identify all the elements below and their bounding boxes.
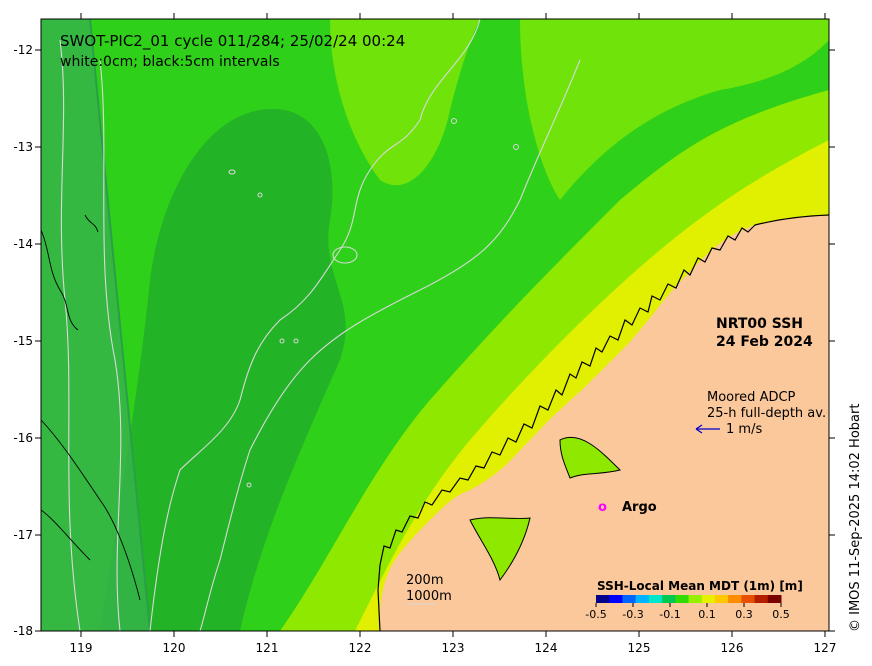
colorbar-tick-label: 0.1 <box>698 608 716 621</box>
velocity-arrow-icon <box>695 424 720 434</box>
coastline <box>377 214 829 631</box>
colorbar-swatch <box>688 595 703 603</box>
y-tick-label: -13 <box>13 140 33 154</box>
adcp-label: Moored ADCP <box>707 390 796 405</box>
isobath-200m-label: 200m <box>406 573 443 588</box>
colorbar-swatch <box>741 595 756 603</box>
colorbar-tick-label: 0.3 <box>735 608 753 621</box>
colorbar-swatch <box>635 595 650 603</box>
map-plot-area <box>41 19 829 631</box>
x-tick-label: 121 <box>256 641 279 655</box>
colorbar-swatch <box>675 595 689 603</box>
x-tick-label: 123 <box>442 641 465 655</box>
x-tick-label: 125 <box>628 641 651 655</box>
colorbar-ticks <box>595 603 782 607</box>
x-tick-label: 127 <box>814 641 837 655</box>
x-tick-label: 122 <box>349 641 372 655</box>
argo-marker-icon: o <box>598 500 607 515</box>
gulf-inlet <box>469 517 531 582</box>
colorbar-swatch <box>596 595 610 603</box>
colorbar-swatch <box>648 595 663 603</box>
x-axis-ticks <box>80 13 826 637</box>
y-tick-label: -17 <box>13 528 33 542</box>
swot-swath-edge <box>89 19 151 631</box>
ssh-band-lightgreen-north <box>330 19 480 186</box>
ssh-band-darkgreen <box>100 108 346 631</box>
x-tick-label: 119 <box>70 641 93 655</box>
map-subtitle: white:0cm; black:5cm intervals <box>60 54 280 70</box>
contours-0cm <box>59 19 581 631</box>
bay-inlet-north <box>559 436 621 479</box>
colorbar-tick-label: -0.5 <box>585 608 606 621</box>
colorbar-swatch <box>767 595 782 603</box>
y-axis-ticks <box>35 49 835 632</box>
y-tick-label: -14 <box>13 237 33 251</box>
colorbar <box>596 595 782 603</box>
ssh-date-label: 24 Feb 2024 <box>716 334 813 350</box>
x-tick-label: 126 <box>721 641 744 655</box>
ssh-product-label: NRT00 SSH <box>716 316 803 332</box>
velocity-scale-label: 1 m/s <box>726 422 762 437</box>
colorbar-swatch <box>728 595 742 603</box>
y-tick-label: -15 <box>13 334 33 348</box>
swot-swath-strip <box>41 19 150 631</box>
station-markers <box>246 118 519 488</box>
argo-label: Argo <box>622 500 657 515</box>
x-tick-label: 120 <box>163 641 186 655</box>
y-tick-label: -12 <box>13 43 33 57</box>
colorbar-tick-label: -0.3 <box>622 608 643 621</box>
adcp-average-label: 25-h full-depth av. <box>707 406 826 421</box>
y-tick-label: -18 <box>13 624 33 638</box>
isobath-1000m-label: 1000m <box>406 589 452 604</box>
map-title: SWOT-PIC2_01 cycle 011/284; 25/02/24 00:… <box>60 32 405 51</box>
colorbar-swatch <box>701 595 716 603</box>
contours-5cm <box>41 214 141 601</box>
colorbar-swatch <box>662 595 676 603</box>
colorbar-swatch <box>609 595 623 603</box>
colorbar-swatch <box>622 595 637 603</box>
copyright-credit: © IMOS 11-Sep-2025 14:02 Hobart <box>848 403 863 632</box>
y-axis-labels: -12 -13 -14 -15 -16 -17 -18 <box>13 43 33 638</box>
colorbar-title: SSH-Local Mean MDT (1m) [m] <box>597 579 803 593</box>
colorbar-tick-label: 0.5 <box>772 608 790 621</box>
colorbar-tick-label: -0.1 <box>659 608 680 621</box>
y-tick-label: -16 <box>13 431 33 445</box>
colorbar-swatch <box>714 595 729 603</box>
colorbar-swatch <box>754 595 769 603</box>
colorbar-labels: -0.5 -0.3 -0.1 0.1 0.3 0.5 <box>585 608 789 621</box>
x-tick-label: 124 <box>535 641 558 655</box>
x-axis-labels: 119 120 121 122 123 124 125 126 127 <box>70 641 837 655</box>
ssh-band-lightgreen-east <box>520 19 829 200</box>
plot-frame <box>40 18 830 632</box>
